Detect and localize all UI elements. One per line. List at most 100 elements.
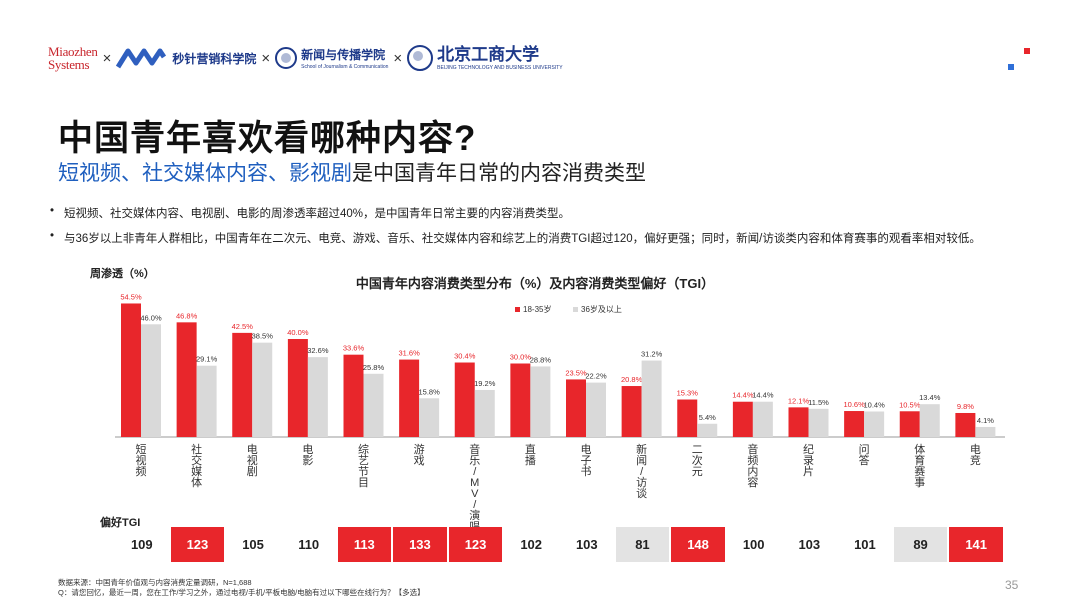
bar-over36	[307, 357, 328, 437]
school-logo: 新闻与传播学院 School of Journalism & Communica…	[301, 46, 388, 70]
miaozhen-m-icon	[116, 48, 167, 69]
data-label: 5.4%	[699, 413, 716, 422]
bar-over36	[196, 365, 217, 437]
data-label: 9.8%	[957, 402, 974, 411]
bullet-item: 短视频、社交媒体内容、电视剧、电影的周渗透率超过40%，是中国青年日常主要的内容…	[50, 205, 981, 221]
category-label-char: 艺	[358, 454, 369, 467]
tgi-cell: 133	[393, 527, 447, 562]
data-label: 33.6%	[343, 344, 365, 353]
legend-swatch-over36	[573, 307, 578, 312]
bar-youth	[121, 303, 141, 437]
chart-title: 中国青年内容消费类型分布（%）及内容消费类型偏好（TGI）	[355, 276, 715, 291]
legend-label-youth: 18-35岁	[523, 304, 551, 314]
footnote: 数据来源：中国青年价值观与内容消费定量调研，N=1,688 Q：请您回忆，最近一…	[58, 578, 425, 598]
university-logo-en: BEIJING TECHNOLOGY AND BUSINESS UNIVERSI…	[437, 64, 563, 71]
bar-youth	[232, 332, 253, 437]
category-label-char: 体	[191, 475, 202, 489]
category-label-char: 视	[136, 453, 147, 467]
data-label: 31.2%	[641, 350, 663, 359]
bar-over36	[697, 423, 718, 437]
category-label-char: 目	[358, 477, 369, 489]
data-label: 22.2%	[585, 372, 607, 381]
data-label: 54.5%	[120, 292, 142, 301]
bar-youth	[343, 354, 364, 437]
category-label-char: 社	[191, 442, 202, 456]
bar-over36	[864, 411, 885, 437]
data-label: 19.2%	[474, 379, 496, 388]
bar-youth	[677, 399, 698, 437]
tgi-label: 偏好TGI	[100, 517, 141, 529]
bar-youth	[899, 411, 920, 437]
category-label-char: /	[473, 499, 477, 511]
data-label: 20.8%	[621, 375, 643, 384]
category-label-char: V	[471, 488, 479, 500]
category-label-char: 子	[581, 454, 592, 467]
miaozhen-logo: Miaozhen Systems	[48, 45, 98, 71]
category-label-char: 视	[247, 453, 258, 467]
subtitle-rest: 是中国青年日常的内容消费类型	[352, 162, 646, 185]
bullet-item: 与36岁以上非青年人群相比，中国青年在二次元、电竞、游戏、音乐、社交媒体内容和综…	[50, 230, 981, 246]
category-label-char: 闻	[636, 453, 647, 467]
times-sign: ×	[393, 49, 403, 67]
bar-over36	[808, 408, 829, 437]
category-label-char: 电	[970, 443, 981, 456]
data-label: 14.4%	[732, 391, 754, 400]
tgi-cell: 103	[575, 537, 598, 552]
category-label-char: 内	[747, 464, 758, 478]
school-logo-en: School of Journalism & Communication	[301, 64, 389, 70]
data-label: 23.5%	[565, 368, 587, 377]
chart-y-label: 周渗透（%）	[90, 268, 155, 280]
tgi-cell: 123	[170, 527, 225, 562]
bar-over36	[641, 360, 662, 437]
data-label: 30.4%	[454, 352, 476, 361]
category-label-char: 新	[636, 442, 647, 456]
category-label-char: 戏	[414, 454, 425, 467]
miaozhen-logo-line2: Systems	[48, 57, 90, 72]
tgi-cell: 148	[671, 527, 725, 562]
tgi-cell: 105	[242, 537, 264, 552]
data-label: 28.8%	[530, 355, 552, 364]
data-label: 42.5%	[232, 322, 254, 331]
category-label-char: 二	[692, 444, 703, 456]
school-logo-cn: 新闻与传播学院	[301, 48, 386, 62]
university-seal-icon	[407, 45, 434, 71]
category-label-char: 短	[136, 442, 147, 456]
bar-over36	[474, 389, 495, 437]
data-label: 40.0%	[287, 328, 309, 337]
category-label-char: 频	[747, 453, 758, 467]
tgi-cell: 89	[893, 527, 948, 562]
category-label-char: 直	[525, 442, 536, 456]
category-label-char: 答	[859, 453, 870, 467]
university-logo: 北京工商大学 BEIJING TECHNOLOGY AND BUSINESS U…	[437, 45, 563, 71]
bar-over36	[919, 404, 940, 437]
bar-over36	[752, 401, 773, 437]
category-label-char: 纪	[803, 443, 814, 456]
tgi-cell: 113	[337, 527, 392, 562]
bar-youth	[844, 411, 865, 437]
category-label-char: 电	[247, 443, 258, 456]
category-label-char: 交	[191, 453, 202, 467]
data-label: 11.5%	[808, 398, 829, 407]
data-label: 31.6%	[398, 349, 420, 358]
legend-label-over36: 36岁及以上	[581, 304, 622, 314]
category-label-char: M	[470, 477, 479, 489]
data-label: 13.4%	[919, 393, 941, 402]
category-label-char: 电	[302, 443, 313, 456]
bar-youth	[566, 379, 586, 437]
data-label: 38.5%	[252, 332, 274, 341]
tgi-cell: 103	[798, 537, 821, 552]
data-label: 32.6%	[307, 346, 329, 355]
category-label-char: 书	[581, 465, 592, 478]
category-label-char: 竞	[970, 453, 981, 467]
data-label: 15.3%	[677, 389, 699, 398]
category-label-char: 音	[747, 442, 758, 456]
times-sign: ×	[102, 49, 112, 67]
bar-over36	[363, 373, 384, 437]
data-label: 4.1%	[977, 416, 994, 425]
category-label-char: 乐	[469, 454, 480, 467]
category-label-char: /	[640, 466, 644, 478]
bar-over36	[975, 426, 996, 437]
category-label-char: 元	[692, 466, 703, 478]
data-label: 46.8%	[176, 311, 198, 320]
